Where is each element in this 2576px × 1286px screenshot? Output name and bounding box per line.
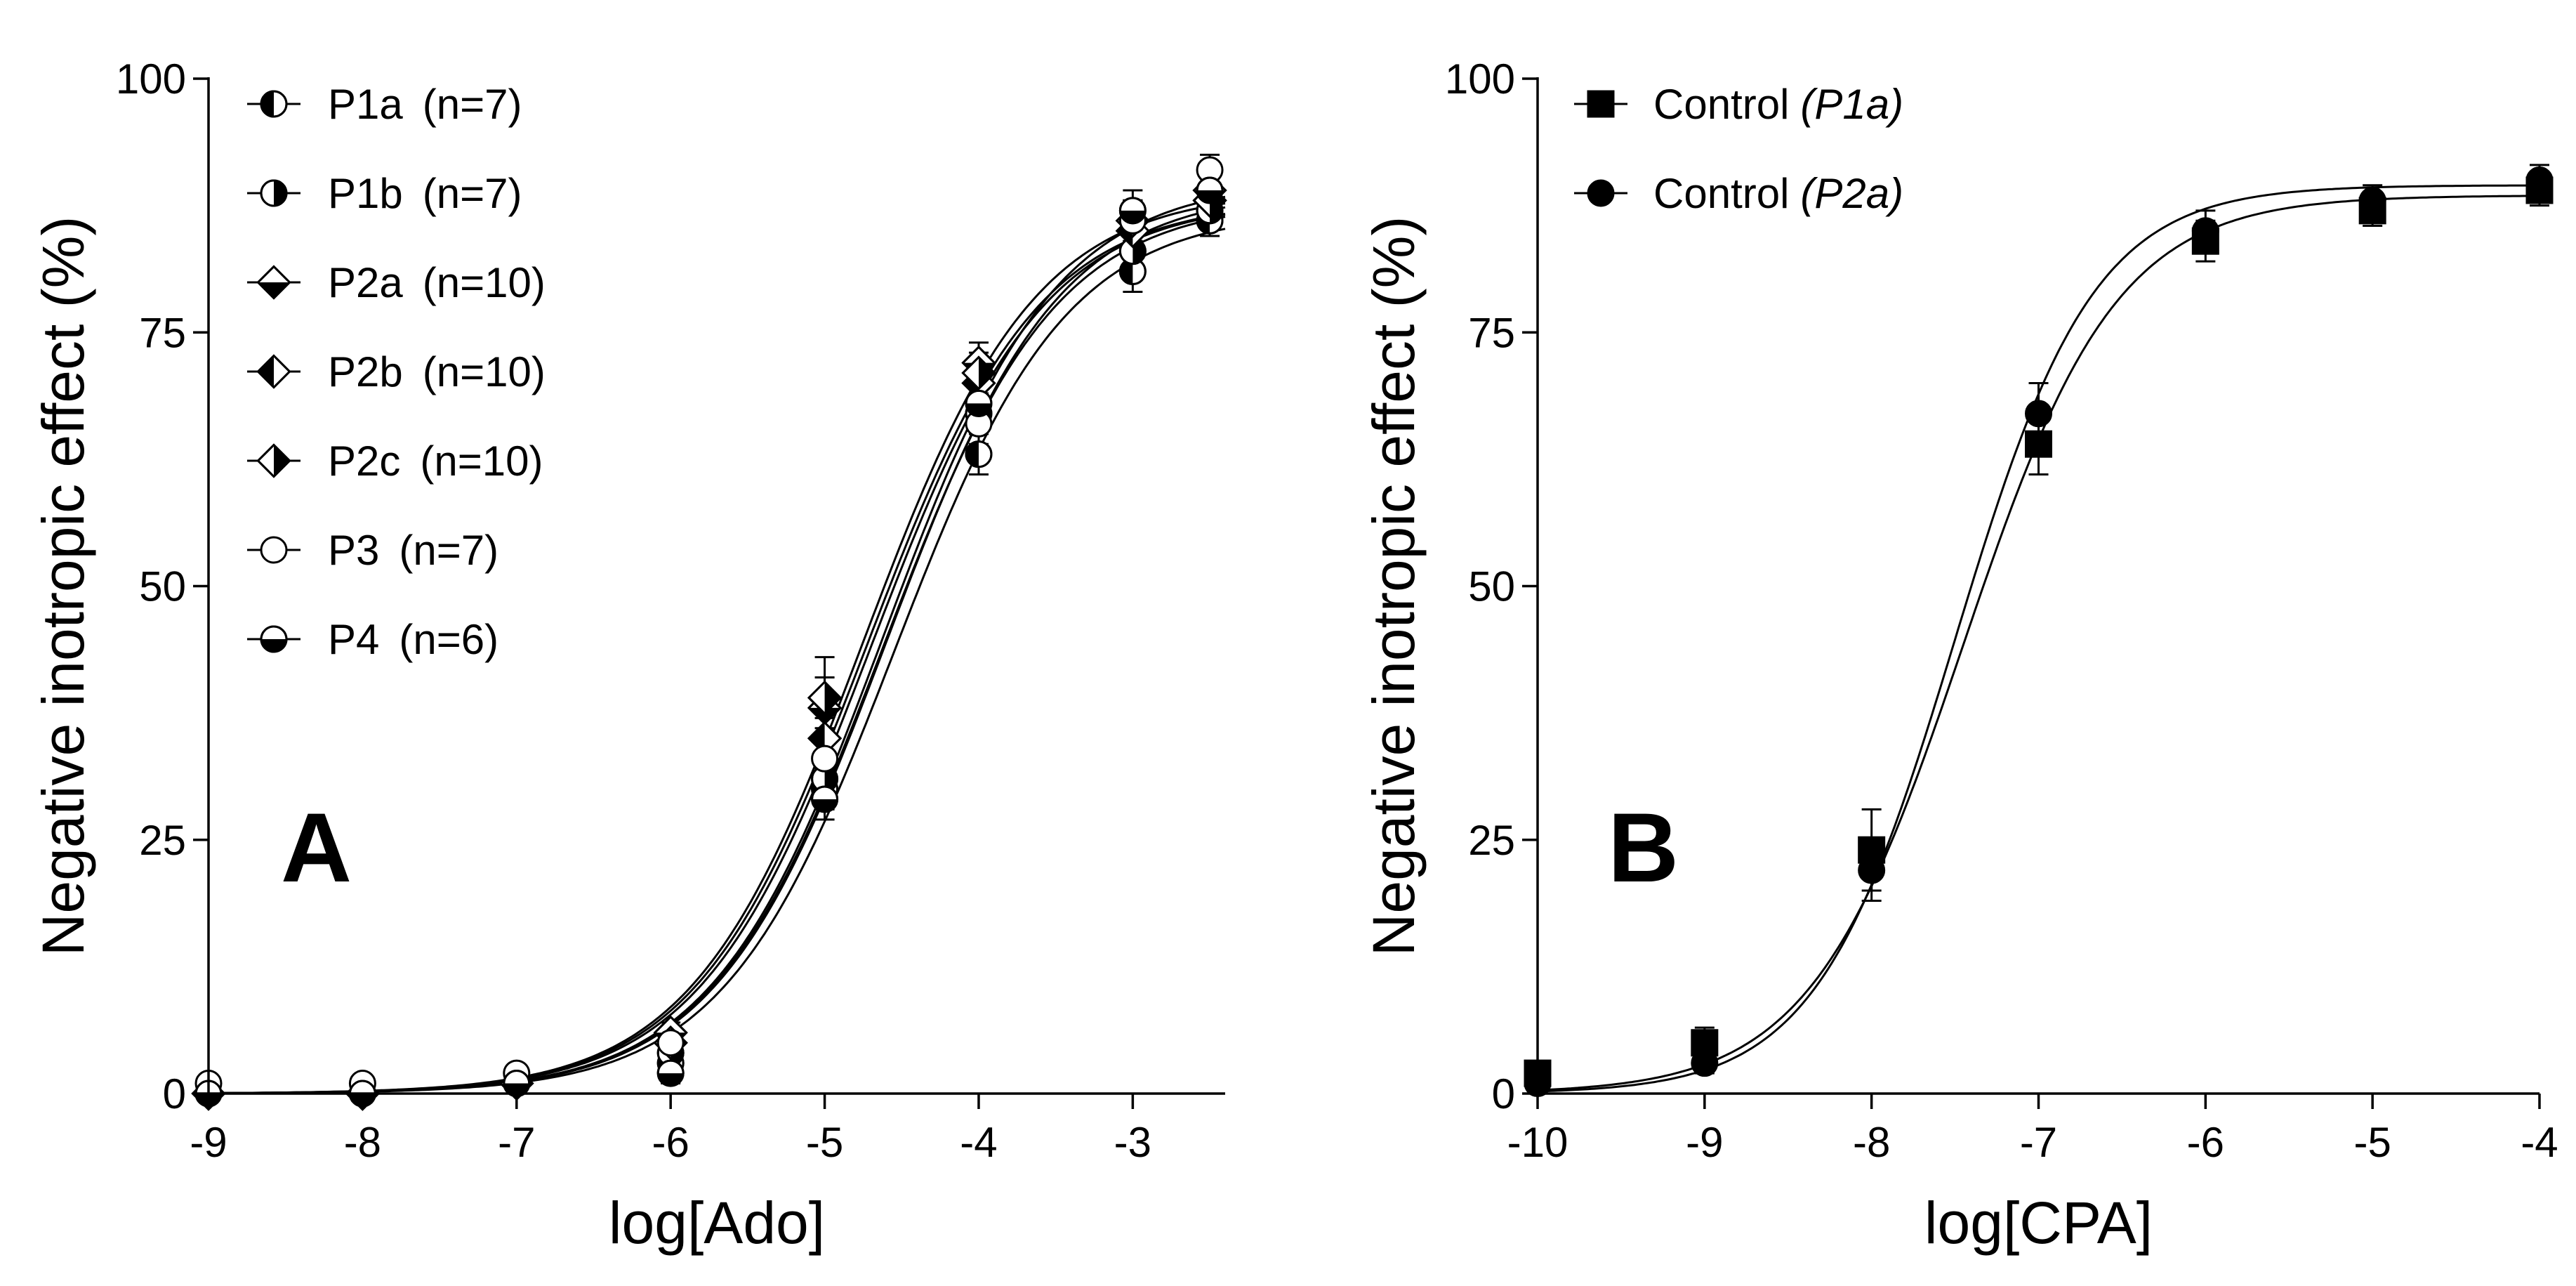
x-tick-label: -8 <box>1853 1119 1890 1166</box>
legend-item: P1a (n=7) <box>247 81 522 128</box>
y-tick-label: 50 <box>139 563 186 610</box>
legend-item: P4 (n=6) <box>247 616 498 663</box>
legend: P1a (n=7) P1b (n=7) P2a (n=10) P2b (n=10) P2c (n=… <box>247 81 546 663</box>
legend-label: Control (P1a) <box>1653 81 1903 128</box>
y-tick-label: 0 <box>1492 1070 1515 1117</box>
y-axis-title: Negative inotropic effect (%) <box>1361 216 1427 957</box>
data-point <box>2025 430 2052 458</box>
x-tick-label: -8 <box>344 1119 381 1166</box>
panel-b: 0 25 50 75 100 -10 -9 -8 -7 -6 -5 -4 log[CPA] Nega… <box>1361 55 2558 1256</box>
x-tick-label: -5 <box>2353 1119 2391 1166</box>
data-point <box>1858 856 1886 884</box>
legend-label: P1b (n=7) <box>328 170 522 217</box>
data-point <box>961 355 996 391</box>
data-point <box>811 785 839 813</box>
fit-curve-control-0 <box>1537 195 2540 1091</box>
legend-marker <box>260 536 288 564</box>
y-tick-label: 75 <box>139 309 186 356</box>
data-point <box>503 1070 531 1098</box>
y-tick-label: 0 <box>163 1070 186 1117</box>
legend-marker <box>1587 90 1615 118</box>
x-tick-label: -5 <box>806 1119 843 1166</box>
fit-curve-control-1 <box>1537 184 2539 1093</box>
panel-label: B <box>1608 792 1679 903</box>
panel-a: 0 25 50 75 100 -9 -8 -7 -6 -5 -4 -3 log[Ado] Negat… <box>30 55 1227 1256</box>
data-point <box>656 1029 685 1057</box>
data-point <box>656 1059 685 1087</box>
legend-item: P2a (n=10) <box>247 259 546 306</box>
x-tick-label: -3 <box>1114 1119 1151 1166</box>
legend-item: P2b (n=10) <box>247 348 546 395</box>
panel-label: A <box>281 792 352 903</box>
legend-label: Control (P2a) <box>1653 170 1903 217</box>
y-tick-label: 25 <box>139 817 186 864</box>
y-tick-label: 25 <box>1468 817 1515 864</box>
data-point <box>1691 1049 1719 1077</box>
y-tick-label: 100 <box>116 55 186 103</box>
legend-marker <box>256 265 291 300</box>
legend-label: P3 (n=7) <box>328 527 498 574</box>
y-tick-label: 75 <box>1468 309 1515 356</box>
legend-label: P1a (n=7) <box>328 81 522 128</box>
x-tick-label: -4 <box>2521 1119 2558 1166</box>
x-tick-label: -7 <box>498 1119 535 1166</box>
legend-marker <box>260 625 288 653</box>
legend: Control (P1a) Control (P2a) <box>1574 81 1903 217</box>
data-point <box>2191 217 2219 245</box>
legend-item: Control (P1a) <box>1574 81 1903 128</box>
x-tick-label: -10 <box>1507 1119 1568 1166</box>
y-axis-title: Negative inotropic effect (%) <box>30 216 96 957</box>
legend-marker <box>1587 179 1615 207</box>
legend-label: P2c (n=10) <box>328 438 543 485</box>
data-point <box>2358 186 2386 214</box>
x-tick-label: -6 <box>652 1119 689 1166</box>
data-point <box>807 680 843 716</box>
fit-curve-p4-6 <box>209 206 1226 1094</box>
legend-label: P2b (n=10) <box>328 348 546 395</box>
legend-item: P1b (n=7) <box>247 170 522 217</box>
legend-label: P2a (n=10) <box>328 259 546 306</box>
x-tick-label: -9 <box>190 1119 227 1166</box>
legend-marker <box>256 354 291 389</box>
x-tick-label: -9 <box>1686 1119 1723 1166</box>
data-point <box>811 744 839 773</box>
legend-item: Control (P2a) <box>1574 170 1903 217</box>
y-tick-label: 100 <box>1445 55 1515 103</box>
data-point <box>2025 400 2052 428</box>
x-tick-label: -4 <box>960 1119 997 1166</box>
legend-label: P4 (n=6) <box>328 616 498 663</box>
legend-marker <box>256 443 291 478</box>
x-axis-title: log[Ado] <box>609 1190 825 1256</box>
x-tick-label: -6 <box>2187 1119 2224 1166</box>
legend-marker <box>260 179 288 207</box>
x-axis-title: log[CPA] <box>1924 1190 2153 1256</box>
y-tick-label: 50 <box>1468 563 1515 610</box>
data-point <box>965 440 993 468</box>
legend-item: P2c (n=10) <box>247 438 543 485</box>
legend-marker <box>260 90 288 118</box>
legend-item: P3 (n=7) <box>247 527 498 574</box>
data-point <box>2525 166 2554 194</box>
data-point <box>965 389 993 417</box>
data-point <box>1196 176 1224 204</box>
x-tick-label: -7 <box>2020 1119 2057 1166</box>
data-point <box>1118 197 1147 225</box>
